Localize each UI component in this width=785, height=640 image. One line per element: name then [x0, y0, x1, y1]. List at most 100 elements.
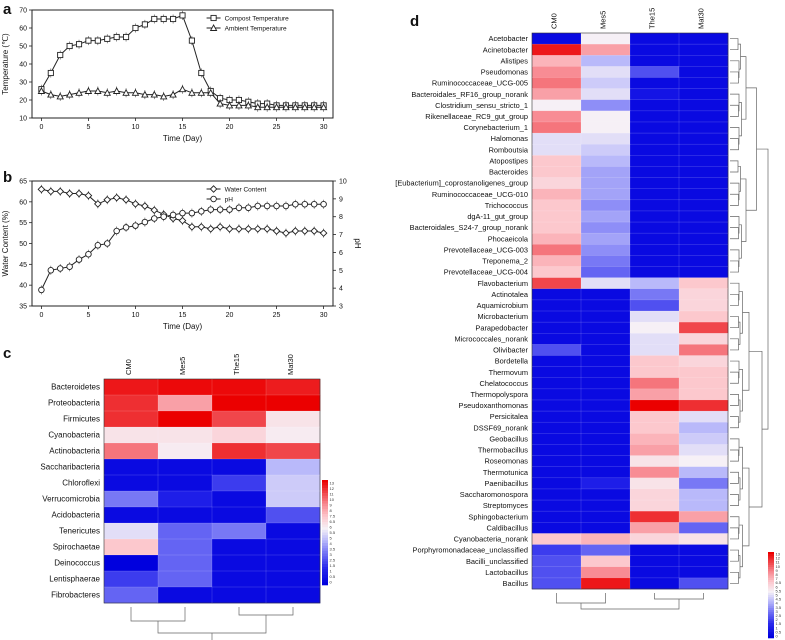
heatmap-cell [104, 523, 159, 540]
colorbar-step [322, 537, 328, 541]
colorbar-tick-label: 6 [330, 524, 333, 529]
heatmap-cell [679, 477, 729, 490]
heatmap-border [531, 32, 729, 590]
colorbar-tick-label: 5 [330, 536, 333, 541]
colorbar-step [322, 498, 328, 502]
colorbar-tick-label: 3 [776, 609, 779, 614]
data-point [75, 41, 83, 48]
data-point [179, 209, 186, 217]
colorbar-step [322, 527, 328, 531]
column-label-mes5: Mes5 [599, 11, 608, 29]
colorbar-step [322, 561, 328, 565]
data-point [178, 85, 187, 93]
colorbar-step [322, 524, 328, 528]
heatmap-cell [581, 544, 631, 556]
heatmap-cell [679, 99, 729, 112]
heatmap-cell [679, 500, 729, 512]
x-tick-label: 20 [226, 312, 234, 319]
temperature-chart: 0 5 10 15 20 25 30 10 20 30 40 50 60 70 Time (Day) Temp… [1, 8, 334, 143]
dendrogram-branch [742, 312, 750, 391]
heatmap-cell [532, 299, 582, 312]
heatmap-cell [630, 299, 680, 312]
colorbar-step [768, 633, 774, 637]
data-point [160, 213, 167, 220]
data-point [132, 24, 139, 32]
dendrogram-branch [739, 291, 743, 334]
heatmap-cell [104, 411, 159, 428]
heatmap-cell [630, 488, 680, 501]
colorbar-tick-label: 10 [776, 564, 781, 569]
data-point [291, 103, 300, 111]
row-label: Rikenellaceae_RC9_gut_group [425, 112, 528, 121]
y-tick-label: 35 [19, 304, 27, 311]
dendrogram-branch [580, 599, 680, 610]
panel-letter-b: b [3, 169, 12, 186]
colorbar-step [322, 558, 328, 562]
heatmap-cell [630, 466, 680, 479]
heatmap-cell [630, 477, 680, 490]
colorbar-step [768, 564, 774, 568]
data-point [122, 224, 130, 231]
dendrogram-branch [730, 360, 740, 379]
dendrogram-branch [739, 369, 743, 412]
column-label-cm0: CM0 [550, 13, 559, 29]
data-point [178, 216, 187, 225]
heatmap-cell [104, 539, 159, 556]
colorbar-tick-label: 9 [330, 502, 333, 507]
dendrogram-branch [730, 227, 739, 240]
row-label: Bacillus [503, 579, 529, 588]
heatmap-cell [104, 587, 159, 604]
heatmap-cell [212, 587, 267, 604]
data-point [131, 88, 140, 96]
heatmap-cell [679, 55, 729, 67]
colorbar-step [768, 579, 774, 583]
data-point [84, 87, 93, 94]
heatmap-cell [630, 566, 680, 579]
data-point [300, 227, 309, 235]
data-point [244, 225, 253, 233]
colorbar-step [768, 554, 774, 557]
heatmap-cell [630, 388, 680, 401]
heatmap-cell [679, 277, 729, 290]
data-point [37, 87, 46, 94]
y-right-tick-label: 5 [339, 268, 343, 275]
panel-letter-d: d [410, 13, 419, 30]
heatmap-cell [581, 233, 631, 245]
data-point [272, 227, 281, 235]
data-point [226, 206, 233, 213]
heatmap-cell [581, 466, 631, 479]
y-right-tick-label: 6 [339, 250, 343, 257]
y-right-tick-label: 9 [339, 196, 343, 203]
row-label: Actinobacteria [49, 447, 100, 456]
heatmap-cell [104, 475, 159, 492]
data-point [235, 225, 243, 233]
heatmap-cell [581, 577, 631, 590]
x-tick-label: 30 [320, 124, 328, 131]
data-point [272, 103, 281, 111]
data-point [56, 92, 64, 100]
heatmap-cell [532, 66, 582, 78]
colorbar-tick-label: 5 [776, 593, 779, 598]
heatmap-cell [532, 199, 582, 212]
colorbar-step [322, 493, 328, 497]
dendrogram-branch [730, 549, 739, 562]
colorbar-step [322, 480, 328, 483]
colorbar-tick-label: 13 [330, 480, 335, 485]
heatmap-cell [581, 110, 631, 123]
y-tick-label: 40 [19, 283, 27, 290]
heatmap-cell [532, 511, 582, 523]
colorbar-step [768, 560, 774, 564]
data-point [47, 267, 55, 274]
row-label: Tenericutes [59, 527, 100, 536]
heatmap-cell [266, 587, 321, 604]
heatmap-cell [630, 255, 680, 267]
data-point [263, 202, 271, 210]
heatmap-cell [532, 55, 582, 67]
heatmap-cell [679, 544, 729, 556]
heatmap-cell [266, 427, 321, 444]
heatmap-cell [532, 333, 582, 345]
colorbar-step [322, 553, 328, 557]
heatmap-cell [630, 133, 680, 145]
row-label: Roseomonas [484, 457, 528, 466]
heatmap-cell [581, 44, 631, 56]
